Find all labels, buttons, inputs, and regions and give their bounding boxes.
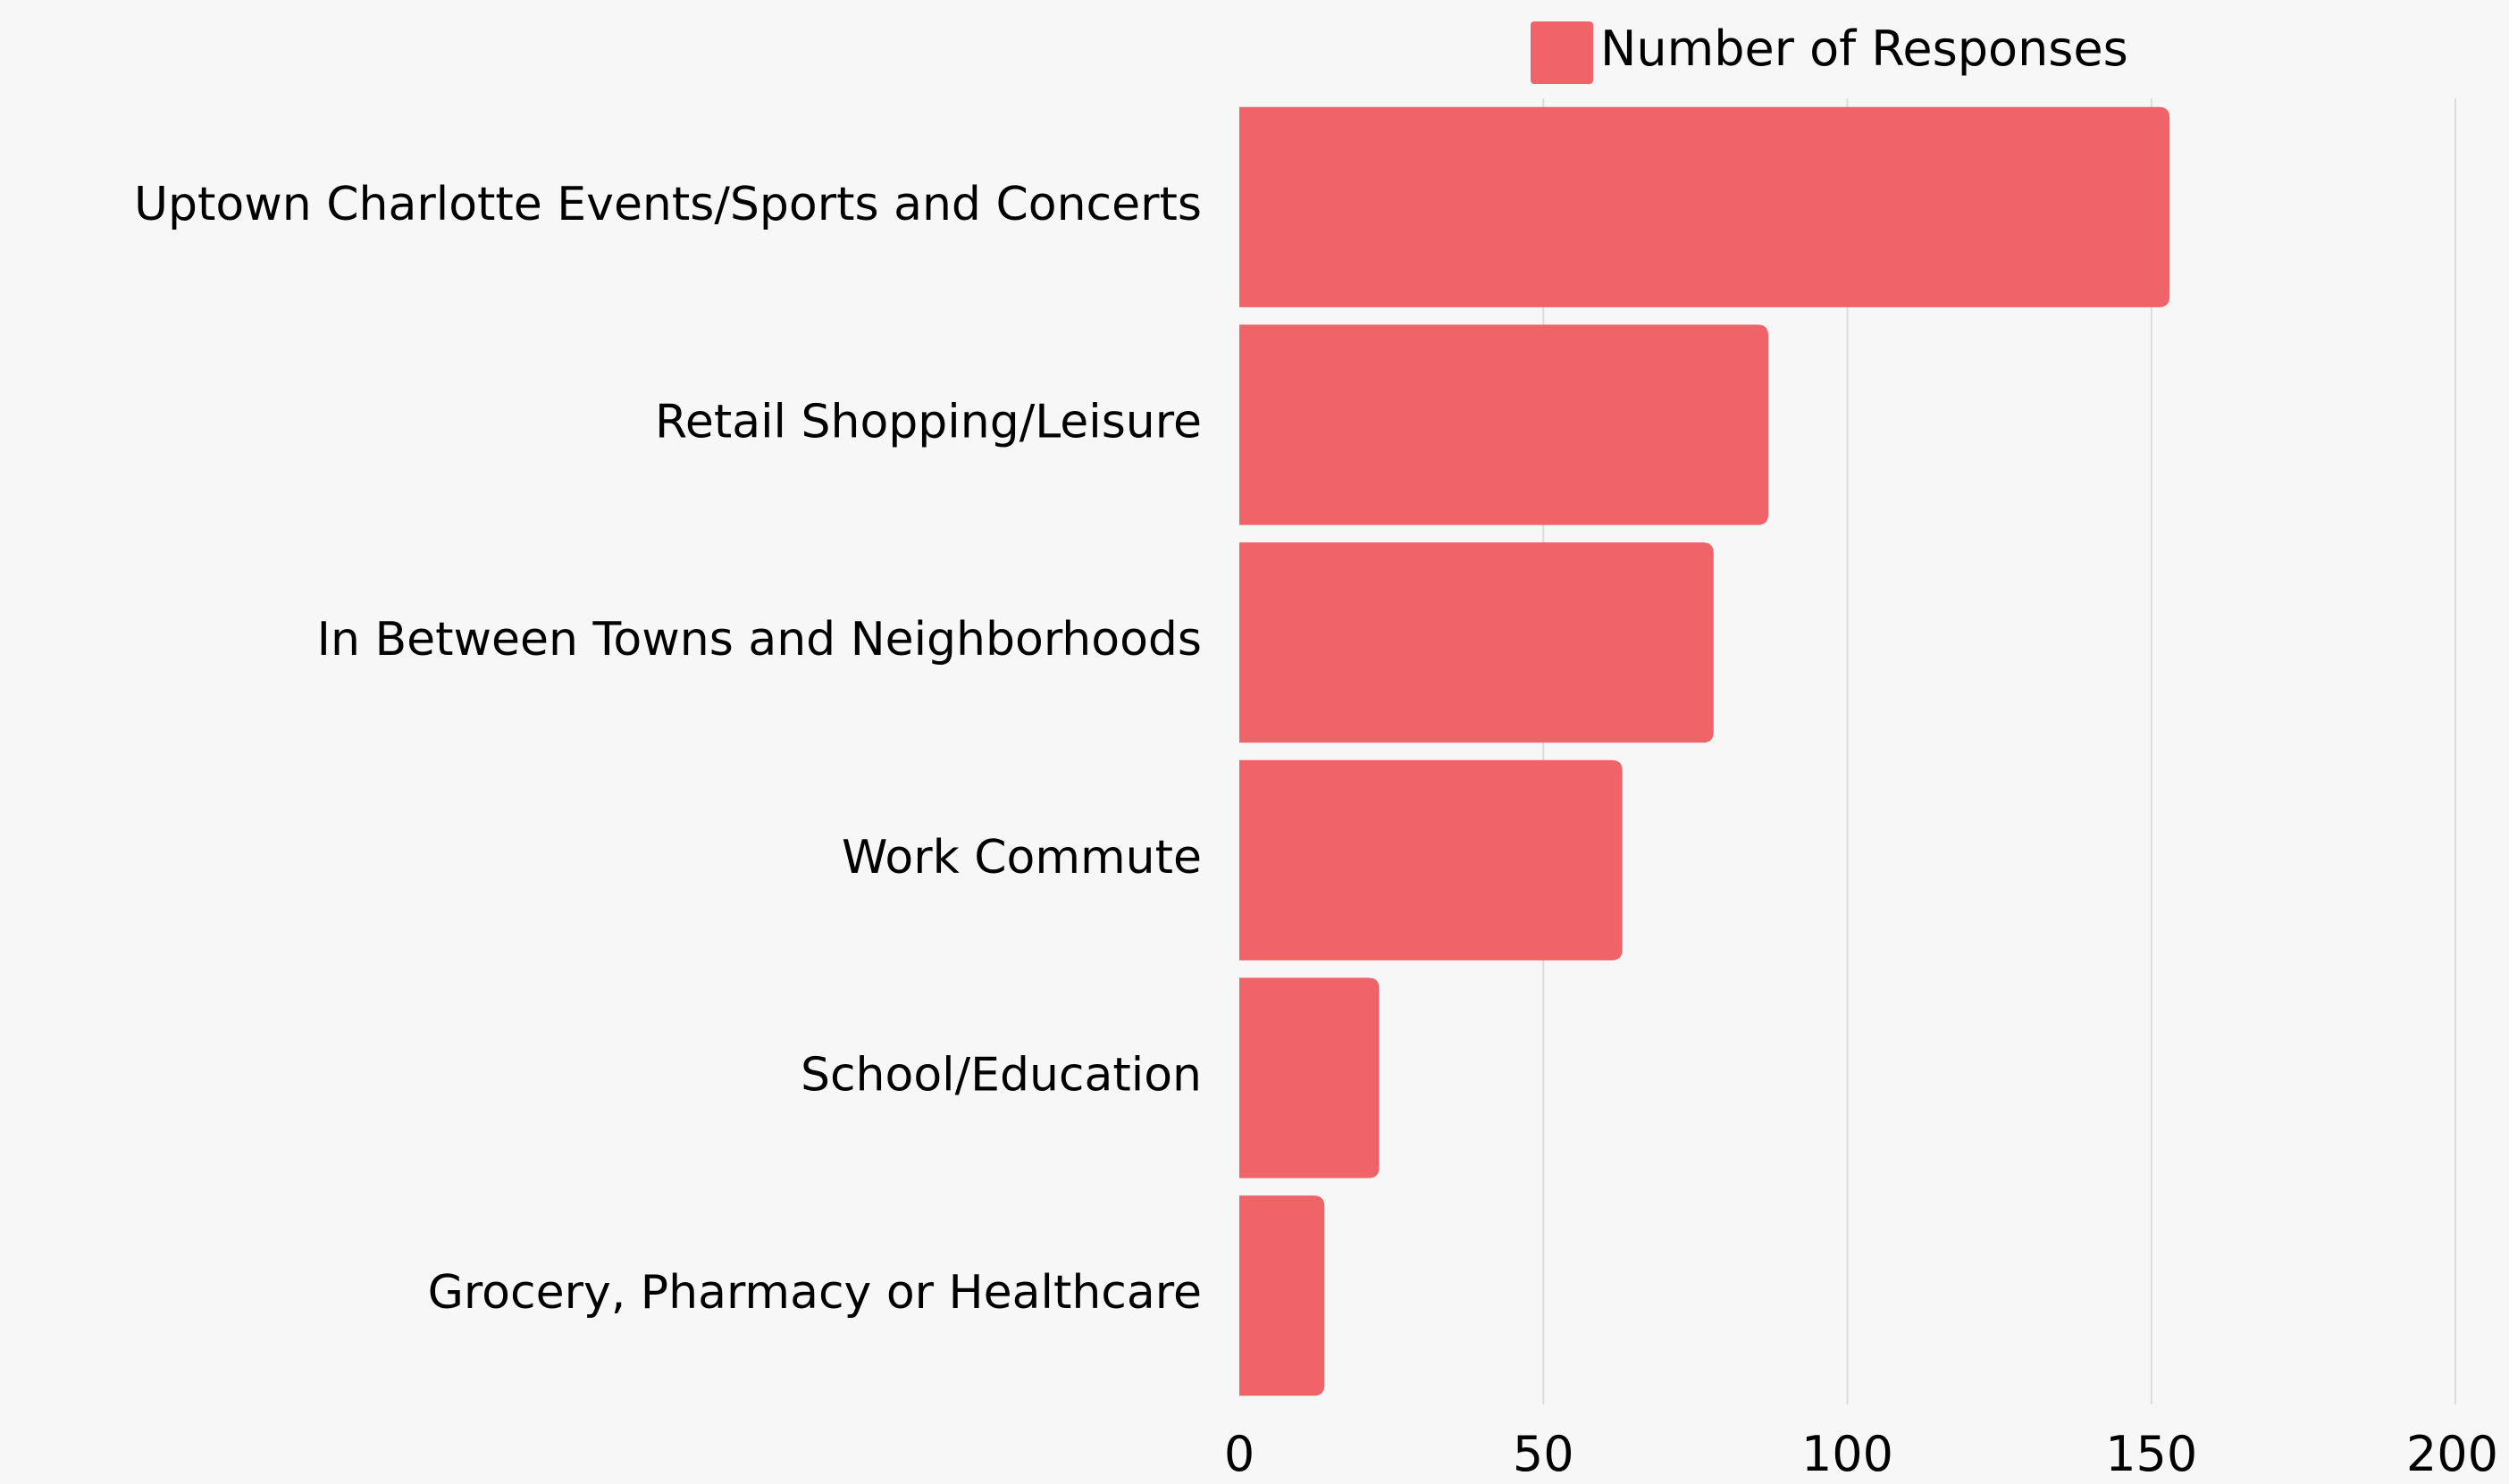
category-label: Grocery, Pharmacy or Healthcare (428, 1266, 1202, 1320)
category-label: In Between Towns and Neighborhoods (317, 613, 1202, 667)
category-label: Uptown Charlotte Events/Sports and Conce… (134, 178, 1202, 231)
bars (1239, 106, 2170, 1396)
x-tick-label: 50 (1513, 1426, 1574, 1482)
category-label: Work Commute (842, 831, 1202, 885)
x-tick-labels: 0 50 100 150 200 (1224, 1426, 2498, 1482)
bar (1239, 106, 2170, 307)
bar (1239, 324, 1769, 525)
legend-swatch (1531, 21, 1593, 84)
category-label: School/Education (801, 1049, 1202, 1103)
gridlines (1542, 98, 2456, 1404)
bar (1239, 759, 1623, 960)
bar (1239, 977, 1380, 1178)
legend-label: Number of Responses (1600, 21, 2128, 77)
x-tick-label: 200 (2406, 1426, 2498, 1482)
bar (1239, 1195, 1325, 1396)
legend: Number of Responses (1531, 21, 2128, 84)
category-label: Retail Shopping/Leisure (655, 396, 1202, 449)
x-tick-label: 100 (1801, 1426, 1893, 1482)
bar (1239, 542, 1714, 743)
x-tick-label: 0 (1224, 1426, 1254, 1482)
category-labels: Uptown Charlotte Events/Sports and Conce… (134, 178, 1202, 1320)
x-tick-label: 150 (2105, 1426, 2197, 1482)
